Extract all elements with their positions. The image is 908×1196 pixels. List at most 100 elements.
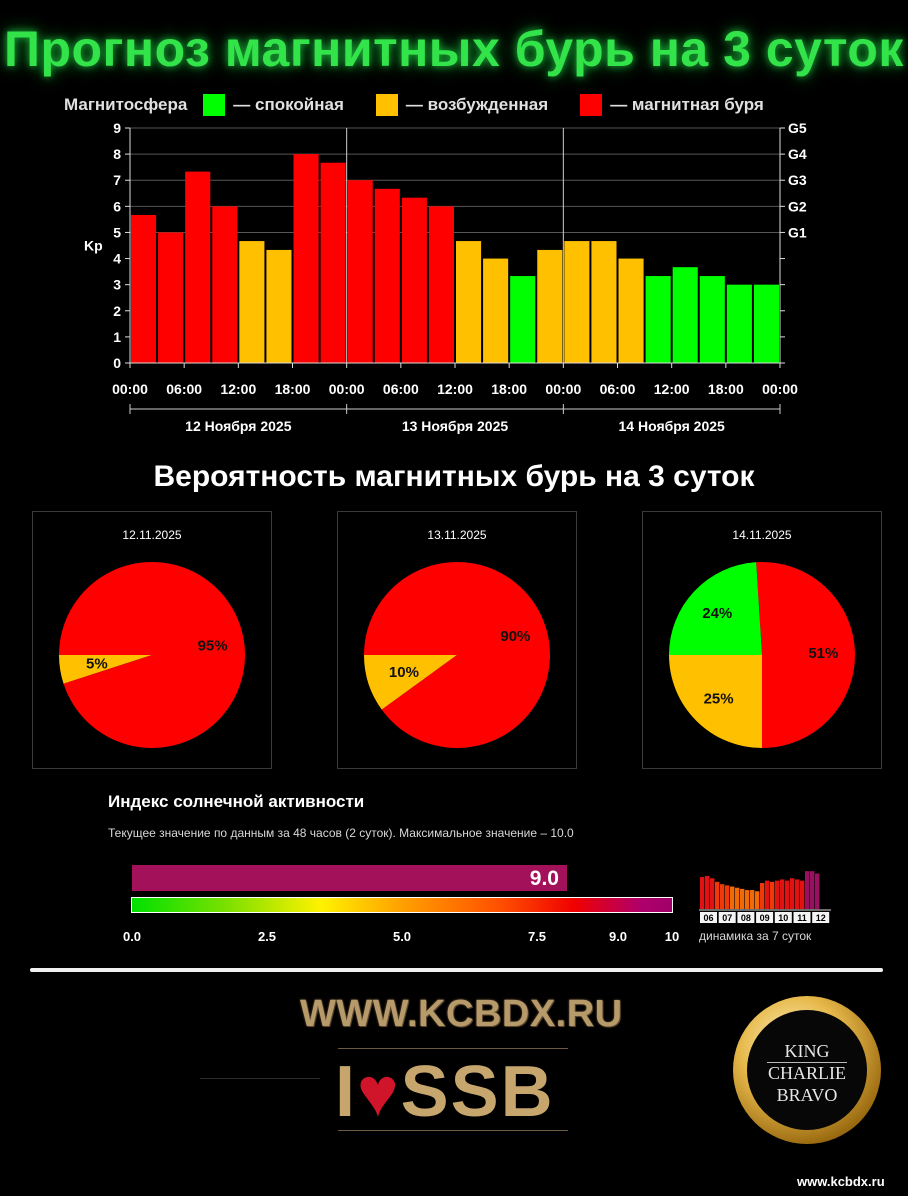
kp-bar: [239, 241, 265, 363]
y-tick-label: 4: [113, 251, 121, 267]
x-tick-label: 06:00: [166, 381, 202, 397]
solar-dynamics-label: динамика за 7 суток: [699, 929, 812, 943]
badge-inner: KING CHARLIE BRAVO: [747, 1010, 867, 1130]
pie-date: 13.11.2025: [427, 528, 487, 542]
pie-slice-label: 90%: [500, 628, 530, 645]
x-tick-label: 18:00: [275, 381, 311, 397]
kp-bar: [699, 276, 725, 363]
dynamics-bar: [765, 880, 770, 909]
scale-tick-label: 9.0: [608, 929, 628, 944]
pie-card-day2: 13.11.2025 10% 90%: [337, 511, 577, 769]
solar-index-bar: 9.0: [132, 865, 567, 891]
pie-slice: [669, 562, 762, 655]
kp-bar: [374, 188, 400, 363]
pie-chart: 5% 95%: [59, 562, 245, 748]
y-tick-label: 8: [113, 146, 121, 162]
dynamics-day-box: [700, 912, 717, 923]
site-logo-text[interactable]: WWW.KCBDX.RU: [300, 993, 623, 1035]
pie-card-day1: 12.11.2025 5% 95%: [32, 511, 272, 769]
kp-bar: [564, 241, 590, 363]
legend-label-storm: — магнитная буря: [610, 95, 764, 114]
y-tick-label: 6: [113, 198, 121, 214]
g-scale-label: G5: [788, 120, 807, 136]
ssb-logo: I♥SSB: [335, 1052, 555, 1132]
dynamics-bar: [800, 880, 805, 909]
day-label: 13 Ноября 2025: [402, 418, 509, 434]
solar-index-title: Индекс солнечной активности: [108, 792, 365, 811]
legend: Магнитосфера — спокойная — возбужденная …: [64, 93, 780, 117]
dynamics-day-box: [718, 912, 736, 923]
pie-slice-label: 95%: [198, 637, 228, 654]
y-tick-label: 5: [113, 224, 121, 240]
x-tick-label: 18:00: [491, 381, 527, 397]
badge-line-2: CHARLIE: [768, 1063, 846, 1083]
kp-bar: [212, 206, 238, 363]
dynamics-bar: [735, 887, 740, 909]
x-tick-label: 12:00: [437, 381, 473, 397]
king-charlie-bravo-badge: KING CHARLIE BRAVO: [733, 996, 881, 1144]
dynamics-bar: [720, 884, 725, 909]
badge-line-3: BRAVO: [776, 1085, 838, 1105]
y-tick-label: 9: [113, 120, 121, 136]
kp-bar-chart: 0 1 2 3 4 5 6 7 8 9 G1 G2 G3 G4 G5 Kp 00:00 06:00 12:00 18:…: [84, 120, 807, 434]
solar-index-value: 9.0: [529, 867, 559, 890]
dynamics-bar: [785, 880, 790, 909]
pie-date: 14.11.2025: [732, 528, 792, 542]
scale-tick-label: 2.5: [257, 929, 277, 944]
dynamics-bar: [730, 886, 735, 909]
kp-bar: [131, 214, 157, 363]
scale-tick-label: 10: [664, 929, 680, 944]
x-tick-label: 00:00: [545, 381, 581, 397]
dynamics-bar: [700, 877, 705, 909]
badge-text: KING CHARLIE BRAVO: [747, 1040, 867, 1106]
scale-tick-label: 5.0: [392, 929, 412, 944]
dynamics-bar: [755, 891, 760, 909]
badge-rule: [767, 1062, 847, 1063]
pie-chart: 10% 90%: [364, 562, 550, 748]
scale-tick-label: 7.5: [527, 929, 547, 944]
solar-index-subtitle: Текущее значение по данным за 48 часов (…: [108, 826, 574, 840]
dynamics-bar: [815, 873, 820, 909]
y-axis-label: Kp: [84, 238, 103, 254]
kp-bar: [510, 276, 536, 363]
dynamics-day-box: [793, 912, 811, 923]
kp-bar: [266, 249, 292, 363]
x-tick-label: 00:00: [112, 381, 148, 397]
heart-icon: ♥: [357, 1053, 401, 1131]
dynamics-bar: [790, 878, 795, 909]
kp-bar: [726, 284, 752, 363]
kp-bar: [401, 197, 427, 363]
dynamics-bar: [745, 890, 750, 909]
divider-line: [338, 1048, 568, 1049]
probability-title: Вероятность магнитных бурь на 3 суток: [153, 460, 755, 493]
dynamics-bar: [740, 888, 745, 909]
dynamics-day-label: 07: [722, 913, 732, 923]
dynamics-day-label: 08: [741, 913, 751, 923]
kp-bar: [158, 232, 184, 363]
day-label: 14 Ноября 2025: [619, 418, 726, 434]
dynamics-day-label: 09: [760, 913, 770, 923]
pie-slice: [669, 655, 762, 748]
solar-scale-gradient: [131, 897, 673, 913]
badge-line-1: KING: [784, 1041, 830, 1061]
kp-bar: [753, 284, 779, 363]
g-scale-label: G3: [788, 172, 807, 188]
pie-slice: [364, 655, 457, 710]
kp-bar: [456, 241, 482, 363]
footer-url[interactable]: www.kcbdx.ru: [797, 1174, 885, 1189]
pie-slice: [364, 562, 550, 748]
dynamics-bar: [710, 878, 715, 909]
pie-slice-label: 25%: [704, 690, 734, 707]
pie-card-day3: 14.11.2025 25% 51% 24%: [642, 511, 882, 769]
dynamics-bar: [810, 871, 815, 909]
kp-bar: [428, 206, 454, 363]
dynamics-bar: [725, 885, 730, 909]
dynamics-bar: [770, 881, 775, 909]
dynamics-day-box: [737, 912, 755, 923]
dynamics-bar: [760, 882, 765, 909]
pie-slice: [59, 562, 245, 748]
kp-bar: [645, 276, 671, 363]
g-scale-label: G2: [788, 198, 807, 214]
dynamics-day-box: [774, 912, 792, 923]
dynamics-bar: [775, 880, 780, 909]
